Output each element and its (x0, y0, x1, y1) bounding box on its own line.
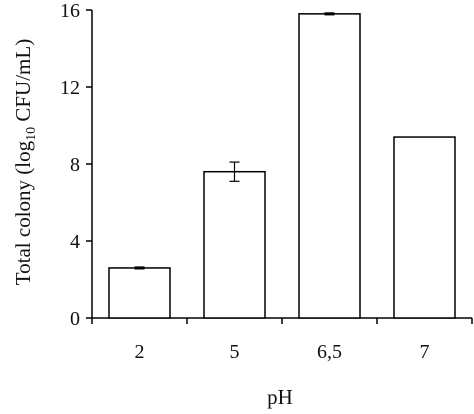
bar (393, 136, 456, 319)
y-tick-label: 16 (60, 0, 80, 22)
y-axis-label-tail: CFU/mL) (11, 39, 35, 127)
y-axis-label-main: Total colony (log (11, 140, 35, 285)
bar (108, 267, 171, 319)
error-bar-group (134, 12, 335, 270)
x-tick-label: 2 (135, 341, 145, 363)
x-tick-group: 2 5 6,5 7 (91, 318, 473, 363)
y-axis-label: Total colony (log10 CFU/mL) (11, 39, 39, 285)
bar (298, 13, 361, 319)
bar (203, 170, 266, 319)
x-tick-label: 5 (230, 341, 240, 363)
y-tick-label: 8 (70, 154, 80, 176)
y-tick-group: 0 4 8 12 16 (60, 0, 92, 330)
y-tick-label: 4 (70, 231, 80, 253)
x-tick-label: 6,5 (317, 341, 342, 363)
y-tick-label: 12 (60, 77, 80, 99)
bar-group (108, 13, 456, 319)
y-axis-label-subscript: 10 (24, 127, 39, 141)
x-axis-label: pH (267, 385, 293, 409)
x-tick-label: 7 (420, 341, 430, 363)
y-tick-label: 0 (70, 308, 80, 330)
